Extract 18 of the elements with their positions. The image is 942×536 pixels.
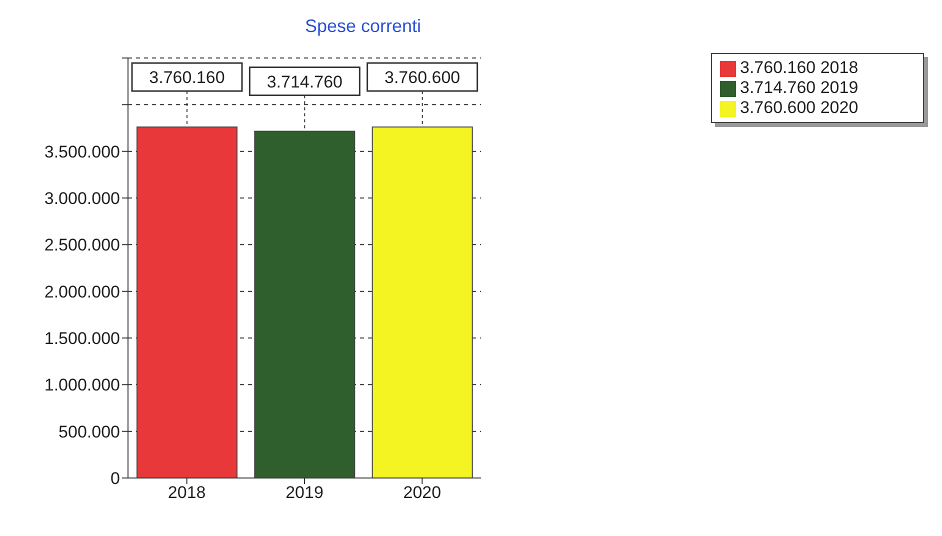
x-tick-label: 2018 [168, 483, 206, 502]
y-tick-label: 500.000 [58, 422, 120, 442]
y-tick-label: 2.000.000 [44, 282, 120, 302]
chart-title: Spese correnti [304, 16, 422, 37]
x-tick-label: 2020 [403, 483, 442, 502]
x-tick-label: 2019 [286, 483, 324, 502]
data-label: 3.760.600 [384, 68, 460, 88]
y-tick-label: 0 [110, 469, 120, 488]
y-tick-label: 1.500.000 [44, 329, 120, 348]
data-label: 3.714.760 [266, 72, 342, 92]
legend-label: 3.760.160 2018 [740, 58, 858, 77]
data-label: 3.760.160 [149, 68, 225, 88]
legend-label: 3.760.600 2020 [740, 98, 858, 117]
y-tick-label: 3.000.000 [44, 189, 120, 208]
y-tick-label: 3.500.000 [44, 142, 120, 162]
y-tick-label: 1.000.000 [44, 376, 120, 395]
legend-label: 3.714.760 2019 [740, 78, 858, 97]
y-tick-label: 2.500.000 [44, 236, 120, 255]
